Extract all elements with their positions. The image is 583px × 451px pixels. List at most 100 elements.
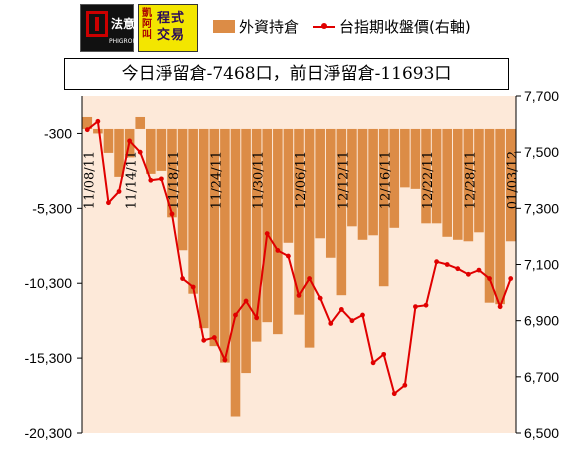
left-tick-label: -15,300 [25, 350, 73, 366]
price-point [158, 176, 164, 182]
x-tick-label: 12/28/11 [463, 151, 478, 209]
right-tick-label: 7,300 [524, 200, 559, 216]
price-point [201, 337, 207, 343]
price-point [95, 118, 101, 124]
price-point [444, 262, 450, 267]
price-point [487, 276, 492, 281]
bar [474, 128, 484, 233]
bar [442, 128, 452, 237]
right-tick-label: 6,900 [524, 313, 559, 329]
price-point [465, 271, 471, 277]
bar [82, 116, 93, 129]
bar [347, 128, 357, 227]
bar [167, 128, 177, 218]
price-point [148, 177, 154, 183]
x-tick-labels: 11/08/11 11/14/11 11/18/11 11/24/11 11/30/11… [82, 151, 520, 209]
bars [82, 116, 516, 417]
bar [505, 128, 516, 242]
price-point [476, 267, 482, 273]
x-tick-label: 12/16/11 [379, 151, 394, 209]
price-point [106, 200, 111, 206]
x-tick-label: 12/12/11 [336, 151, 351, 209]
logo-sub: PHIGROUP [109, 38, 141, 45]
price-point [286, 253, 291, 259]
price-point [243, 298, 249, 304]
bar [156, 128, 167, 171]
right-tick-label: 6,500 [524, 425, 559, 441]
bar [220, 128, 230, 363]
price-point [338, 307, 344, 312]
logo-name: 法意 [111, 17, 136, 31]
left-tick-label: -300 [44, 125, 72, 141]
price-point [137, 149, 143, 155]
right-tick-label: 7,100 [524, 257, 559, 273]
bar [273, 128, 283, 335]
price-point [413, 304, 418, 310]
bar [114, 128, 124, 177]
right-tick-label: 7,500 [524, 144, 559, 160]
price-point [169, 211, 175, 217]
left-tick-label: -10,300 [25, 275, 73, 291]
position-banner: 今日淨留倉-7468口，前日淨留倉-11693口 [64, 58, 509, 90]
bar [103, 128, 114, 153]
price-point [190, 284, 196, 290]
bar [294, 128, 304, 315]
x-tick-label: 12/22/11 [421, 151, 436, 209]
bar [230, 128, 241, 417]
x-tick-label: 11/30/11 [252, 151, 267, 209]
bar [198, 128, 209, 329]
phigroup-logo: 法意 PHIGROUP [80, 4, 140, 52]
price-point [233, 312, 238, 318]
legend-bar-label: 外資持倉 [239, 17, 300, 36]
price-point [307, 276, 312, 281]
bar [400, 128, 410, 188]
bar [389, 128, 400, 228]
bar [357, 128, 368, 240]
price-point [360, 312, 365, 318]
bar [209, 128, 220, 347]
phigroup-mark-icon [86, 11, 108, 37]
right-tick-label: 6,700 [524, 369, 559, 385]
price-point [434, 259, 440, 265]
price-point [180, 276, 185, 281]
price-point [264, 231, 270, 237]
bar [378, 128, 389, 287]
bar [283, 128, 294, 243]
bar [251, 128, 262, 342]
chart-legend: 外資持倉 台指期收盤價(右軸) [213, 15, 471, 37]
bar [315, 128, 325, 239]
legend-line-label: 台指期收盤價(右軸) [339, 17, 471, 36]
price-point [211, 335, 217, 340]
x-tick-label: 01/03/12 [506, 151, 521, 209]
bar [452, 128, 463, 240]
price-point [275, 248, 281, 253]
axes: -300 -5,300 -10,300 -15,300 -20,300 7,700 7,50… [25, 88, 560, 441]
x-tick-label: 11/08/11 [82, 151, 97, 209]
left-tick-label: -20,300 [25, 425, 73, 441]
bar [241, 128, 251, 374]
bar [495, 128, 505, 305]
bar [336, 128, 347, 296]
x-tick-label: 12/06/11 [294, 151, 309, 209]
price-point [116, 189, 122, 194]
x-tick-label: 11/24/11 [209, 151, 224, 209]
x-tick-label: 11/14/11 [125, 151, 140, 209]
price-point [317, 295, 323, 301]
bar [93, 128, 103, 134]
bar [177, 128, 188, 251]
legend-bar-swatch [213, 19, 235, 33]
price-point [402, 382, 408, 388]
price-point [381, 351, 387, 357]
bar [410, 128, 421, 189]
logo2-big-text: 程式交易 [157, 11, 186, 43]
price-line [84, 118, 514, 397]
price-point [328, 321, 334, 326]
program-trading-logo: 凱阿叫 程式交易 [138, 4, 198, 52]
price-point [222, 357, 228, 363]
price-point [370, 360, 376, 366]
bar [304, 128, 315, 348]
bar [484, 128, 495, 303]
price-point [497, 304, 503, 310]
bar [431, 128, 442, 224]
